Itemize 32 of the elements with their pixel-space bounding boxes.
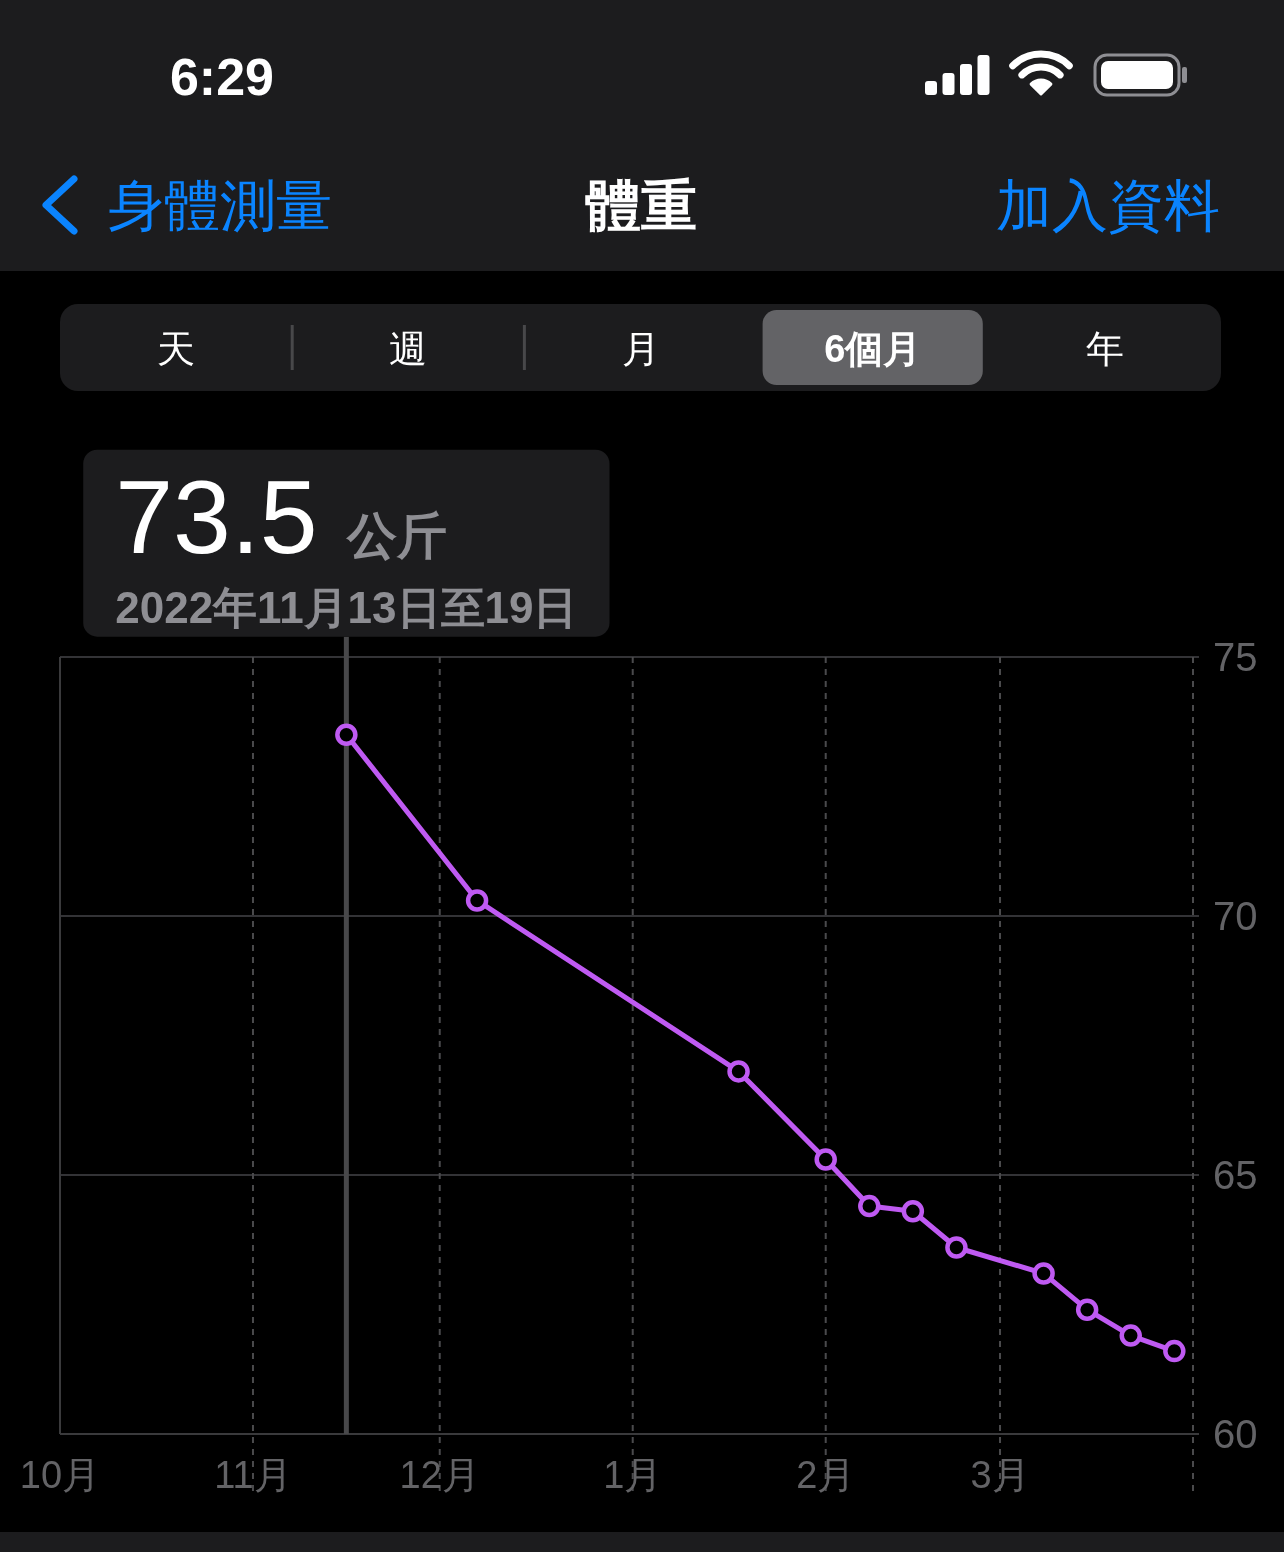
text: 加入資料 [996,174,1220,237]
y-tick-label: 65 [1213,1153,1258,1197]
x-tick-label: 2月 [796,1454,856,1496]
point [335,723,358,746]
text: 天 [157,328,196,370]
annotation: 73.5 公斤 [115,458,447,575]
point [1119,1324,1142,1347]
x-tick-label: 10月 [19,1454,101,1496]
x-tick-label: 3月 [970,1454,1030,1496]
text: 6:29 [169,48,275,106]
point [945,1236,968,1259]
chart-title: 體重 [585,174,697,237]
point [727,1060,750,1083]
point [1075,1298,1099,1321]
point [814,1148,837,1171]
y-tick-label: 60 [1213,1412,1258,1456]
x-tick-label: 11月 [214,1454,292,1496]
point [901,1200,925,1223]
text: 2022年11月13日至19日 [115,582,578,632]
x-tick-label: 12月 [399,1454,480,1496]
y-tick-label: 70 [1213,894,1258,938]
y-tick-label: 75 [1213,635,1258,679]
text: 週 [389,328,428,370]
point [1163,1339,1186,1363]
point [1032,1262,1055,1285]
text: 月 [621,328,660,370]
point [858,1194,881,1218]
text: 身體測量 [108,174,332,237]
text: 年 [1085,328,1124,370]
point [465,889,489,912]
x-tick-label: 1月 [603,1454,663,1496]
text: 6個月 [824,328,922,370]
